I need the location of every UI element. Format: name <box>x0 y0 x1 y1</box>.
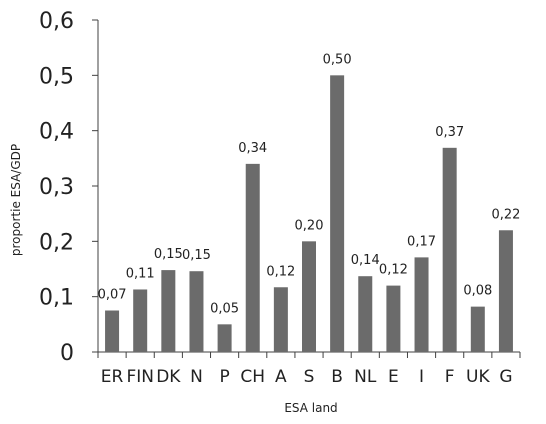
y-tick-label: 0,1 <box>39 286 74 311</box>
x-tick-label: ER <box>101 367 124 387</box>
bar <box>189 271 204 352</box>
data-label: 0,37 <box>435 125 464 140</box>
data-label: 0,20 <box>295 218 324 233</box>
y-axis: 0 0,1 0,2 0,3 0,4 0,5 0,6 <box>39 9 99 366</box>
bar <box>386 285 401 352</box>
bar <box>498 230 513 352</box>
x-tick-label: CH <box>240 367 265 387</box>
bar <box>302 241 316 352</box>
bar <box>245 163 260 352</box>
y-tick-label: 0,4 <box>39 120 74 145</box>
y-axis-title: proportie ESA/GDP <box>9 144 23 256</box>
x-tick-label: NL <box>354 367 377 387</box>
x-axis-title: ESA land <box>284 401 337 415</box>
data-label: 0,34 <box>238 141 267 156</box>
data-label: 0,15 <box>154 247 183 262</box>
y-tick-label: 0,2 <box>39 230 74 255</box>
bar <box>161 270 176 352</box>
data-label: 0,12 <box>379 263 408 278</box>
y-tick-label: 0,5 <box>39 64 74 89</box>
bar <box>470 306 485 352</box>
bar <box>273 287 288 352</box>
x-tick-label: G <box>499 367 512 387</box>
x-tick-label: FIN <box>126 367 154 387</box>
y-tick-label: 0,3 <box>39 175 74 200</box>
x-tick-label: S <box>304 367 315 387</box>
bar <box>442 147 457 352</box>
data-label: 0,22 <box>491 207 520 222</box>
x-tick-label: I <box>419 367 424 387</box>
x-tick-label: P <box>219 367 229 387</box>
bars <box>105 75 513 352</box>
y-tick-label: 0,6 <box>39 9 74 34</box>
bar <box>414 257 429 352</box>
x-tick-label: B <box>331 367 343 387</box>
data-label: 0,50 <box>323 52 352 67</box>
data-labels: 0,07 0,11 0,15 0,15 0,05 0,34 0,12 0,20 0,50 0,14… <box>98 52 521 316</box>
x-tick-label: E <box>388 367 399 387</box>
bar <box>105 310 120 352</box>
x-axis: ER FIN DK N P CH A S B NL E I F UK G <box>97 351 521 387</box>
bar <box>330 75 345 352</box>
data-label: 0,07 <box>98 288 127 303</box>
bar <box>133 289 148 352</box>
x-tick-label: N <box>190 367 203 387</box>
y-tick-label: 0 <box>60 341 74 366</box>
data-label: 0,12 <box>266 264 295 279</box>
data-label: 0,17 <box>407 234 436 249</box>
x-tick-label: F <box>445 367 455 387</box>
data-label: 0,08 <box>463 284 492 299</box>
data-label: 0,14 <box>351 253 380 268</box>
data-label: 0,11 <box>126 266 155 281</box>
x-tick-label: A <box>275 367 287 387</box>
bar <box>358 276 373 352</box>
data-label: 0,15 <box>182 248 211 263</box>
data-label: 0,05 <box>210 301 239 316</box>
x-tick-label: DK <box>156 367 181 387</box>
bar <box>217 324 232 352</box>
x-tick-label: UK <box>466 367 490 387</box>
